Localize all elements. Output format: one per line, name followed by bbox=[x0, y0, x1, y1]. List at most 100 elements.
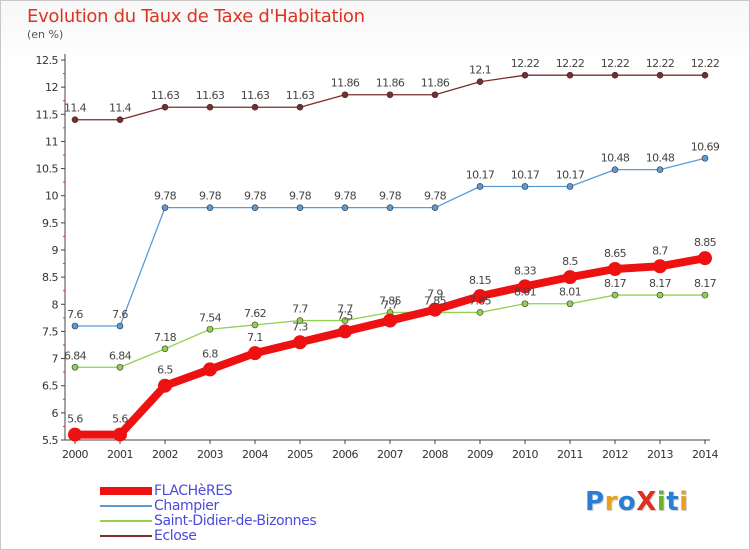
y-tick-label: 7.5 bbox=[42, 325, 58, 338]
data-label: 7.3 bbox=[292, 320, 308, 333]
data-point bbox=[341, 317, 349, 324]
legend-swatch bbox=[100, 487, 152, 495]
x-tick-label: 2000 bbox=[62, 448, 88, 461]
data-point bbox=[386, 204, 394, 211]
data-label: 9.78 bbox=[244, 190, 267, 203]
data-point bbox=[116, 116, 124, 124]
x-tick-label: 2010 bbox=[512, 448, 538, 461]
data-label: 10.17 bbox=[466, 168, 495, 181]
data-point bbox=[656, 291, 664, 299]
data-label: 7.6 bbox=[67, 308, 83, 321]
data-label: 10.48 bbox=[601, 152, 630, 165]
data-label: 7.7 bbox=[292, 303, 308, 316]
data-point bbox=[608, 262, 622, 276]
data-label: 10.17 bbox=[511, 168, 540, 181]
data-label: 7.54 bbox=[199, 311, 222, 324]
data-point bbox=[338, 324, 352, 339]
data-label: 7.7 bbox=[337, 303, 353, 316]
data-label: 10.69 bbox=[691, 140, 720, 153]
data-label: 7.85 bbox=[469, 294, 492, 307]
data-label: 8.01 bbox=[559, 286, 581, 299]
data-point bbox=[431, 204, 439, 211]
data-label: 6.5 bbox=[157, 364, 173, 377]
y-tick-label: 7 bbox=[52, 353, 59, 366]
data-point bbox=[566, 300, 574, 308]
x-tick-label: 2004 bbox=[242, 448, 268, 461]
data-label: 7.18 bbox=[154, 331, 177, 344]
data-label: 12.22 bbox=[646, 57, 675, 70]
data-label: 9.78 bbox=[379, 190, 402, 203]
data-point bbox=[251, 204, 259, 211]
data-point bbox=[566, 71, 574, 79]
data-point bbox=[206, 204, 214, 211]
data-point bbox=[476, 78, 484, 86]
data-label: 8.33 bbox=[514, 264, 537, 277]
data-label: 7.7 bbox=[382, 299, 398, 312]
logo-letter: r bbox=[604, 487, 618, 517]
data-point bbox=[698, 251, 712, 266]
data-point bbox=[701, 71, 709, 79]
data-point bbox=[611, 166, 619, 173]
data-label: 12.22 bbox=[556, 57, 585, 70]
data-point bbox=[386, 91, 394, 99]
data-point bbox=[563, 270, 577, 285]
data-point bbox=[341, 91, 349, 99]
data-point bbox=[116, 322, 124, 330]
data-point bbox=[293, 335, 307, 350]
logo-letter: t bbox=[666, 487, 680, 517]
data-label: 7.62 bbox=[244, 307, 266, 320]
x-tick-label: 2003 bbox=[197, 448, 223, 461]
data-point bbox=[566, 183, 574, 190]
data-label: 10.17 bbox=[556, 168, 585, 181]
data-label: 8.15 bbox=[469, 274, 492, 287]
data-point bbox=[71, 116, 79, 124]
data-label: 9.78 bbox=[424, 190, 447, 203]
data-label: 11.86 bbox=[376, 77, 405, 90]
y-tick-label: 8 bbox=[52, 298, 59, 311]
y-tick-label: 12 bbox=[45, 81, 58, 94]
data-point bbox=[296, 317, 304, 324]
data-label: 7.85 bbox=[379, 294, 402, 307]
data-label: 8.17 bbox=[649, 277, 672, 290]
proxiti-logo: ProXiti bbox=[585, 487, 689, 517]
data-label: 9.78 bbox=[289, 190, 312, 203]
y-tick-label: 8.5 bbox=[42, 271, 58, 284]
logo-letter: i bbox=[679, 487, 689, 517]
legend-swatch bbox=[100, 520, 152, 522]
data-point bbox=[521, 71, 529, 79]
data-point bbox=[521, 183, 529, 190]
data-point bbox=[656, 166, 664, 173]
data-label: 7.5 bbox=[337, 309, 353, 322]
data-point bbox=[251, 103, 259, 111]
data-label: 6.8 bbox=[202, 347, 218, 360]
x-tick-label: 2014 bbox=[692, 448, 718, 461]
y-tick-label: 6.5 bbox=[42, 380, 58, 393]
data-point bbox=[383, 313, 397, 328]
data-point bbox=[296, 204, 304, 211]
data-label: 8.17 bbox=[694, 277, 717, 290]
data-label: 8.17 bbox=[604, 277, 627, 290]
y-tick-label: 11.5 bbox=[36, 108, 59, 121]
data-label: 9.78 bbox=[334, 190, 357, 203]
data-label: 11.86 bbox=[421, 77, 450, 90]
data-point bbox=[71, 363, 79, 371]
y-tick-label: 11 bbox=[45, 135, 58, 148]
data-point bbox=[521, 300, 529, 308]
data-label: 8.01 bbox=[514, 286, 536, 299]
legend-swatch bbox=[100, 505, 152, 507]
data-label: 7.1 bbox=[247, 331, 263, 344]
x-tick-label: 2008 bbox=[422, 448, 448, 461]
data-point bbox=[701, 291, 709, 299]
data-point bbox=[71, 322, 79, 330]
y-tick-label: 10.5 bbox=[36, 163, 59, 176]
y-tick-label: 12.5 bbox=[36, 54, 59, 67]
data-label: 7.9 bbox=[427, 288, 443, 301]
data-label: 8.7 bbox=[652, 244, 668, 257]
logo-letter: P bbox=[585, 487, 605, 517]
data-point bbox=[251, 321, 259, 329]
data-label: 9.78 bbox=[154, 190, 177, 203]
data-point bbox=[611, 71, 619, 79]
x-tick-label: 2011 bbox=[557, 448, 583, 461]
x-tick-label: 2002 bbox=[152, 448, 178, 461]
